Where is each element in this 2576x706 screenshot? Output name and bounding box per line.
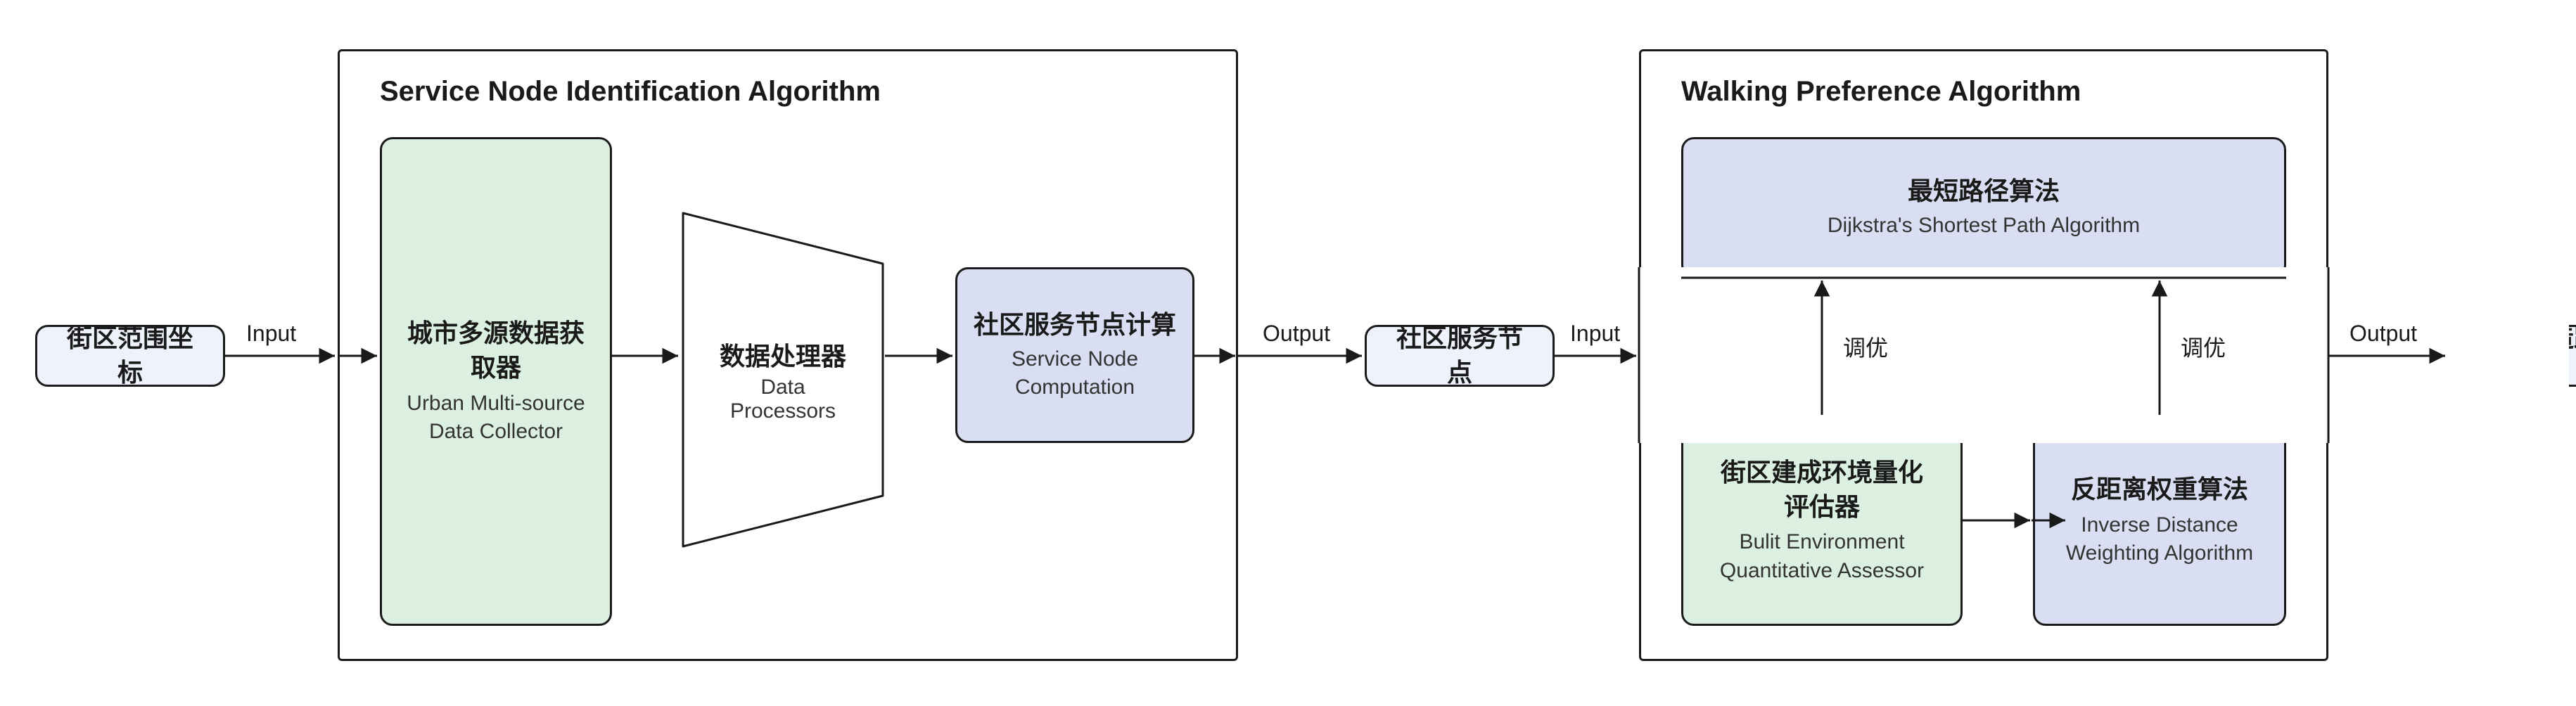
node-dijkstra-sub: Dijkstra's Shortest Path Algorithm — [1828, 212, 2140, 240]
node-processor-sub: Data Processors — [713, 376, 853, 423]
label-output-2: Output — [2349, 321, 2417, 347]
node-input-coords: 街区范围坐标 — [35, 325, 225, 387]
container-service-node-algo-title: Service Node Identification Algorithm — [380, 76, 881, 108]
node-dijkstra-title: 最短路径算法 — [1908, 174, 2060, 209]
node-processor-text: 数据处理器 Data Processors — [681, 211, 885, 548]
label-input-2: Input — [1570, 321, 1620, 347]
node-service-comp: 社区服务节点计算 Service Node Computation — [955, 267, 1194, 443]
label-output-1: Output — [1263, 321, 1330, 347]
node-collector-title: 城市多源数据获取器 — [404, 316, 587, 385]
node-dijkstra: 最短路径算法 Dijkstra's Shortest Path Algorith… — [1681, 137, 2286, 278]
node-priority-out-label: 重点改造路段 — [2470, 321, 2576, 390]
node-priority-out: 重点改造路段 — [2448, 325, 2576, 387]
node-collector-sub: Urban Multi-source Data Collector — [404, 390, 587, 447]
node-idw: 反距离权重算法 Inverse Distance Weighting Algor… — [2033, 415, 2286, 626]
node-assessor-sub: Bulit Environment Quantitative Assessor — [1702, 528, 1941, 585]
node-service-node-out: 社区服务节点 — [1365, 325, 1555, 387]
node-assessor: 街区建成环境量化评估器 Bulit Environment Quantitati… — [1681, 415, 1963, 626]
node-collector: 城市多源数据获取器 Urban Multi-source Data Collec… — [380, 137, 612, 626]
node-service-comp-title: 社区服务节点计算 — [974, 308, 1176, 342]
node-service-comp-sub: Service Node Computation — [983, 345, 1166, 402]
label-input-1: Input — [246, 321, 296, 347]
container-walking-pref-algo-title: Walking Preference Algorithm — [1681, 76, 2081, 108]
node-assessor-title: 街区建成环境量化评估器 — [1709, 456, 1934, 524]
label-tune-1: 调优 — [1843, 330, 1888, 363]
label-tune-2: 调优 — [2181, 330, 2226, 363]
node-idw-sub: Inverse Distance Weighting Algorithm — [2047, 511, 2272, 568]
node-processor-title: 数据处理器 — [720, 336, 846, 373]
node-idw-title: 反距离权重算法 — [2071, 473, 2248, 507]
node-service-node-out-label: 社区服务节点 — [1386, 321, 1533, 390]
node-input-coords-label: 街区范围坐标 — [57, 321, 203, 390]
